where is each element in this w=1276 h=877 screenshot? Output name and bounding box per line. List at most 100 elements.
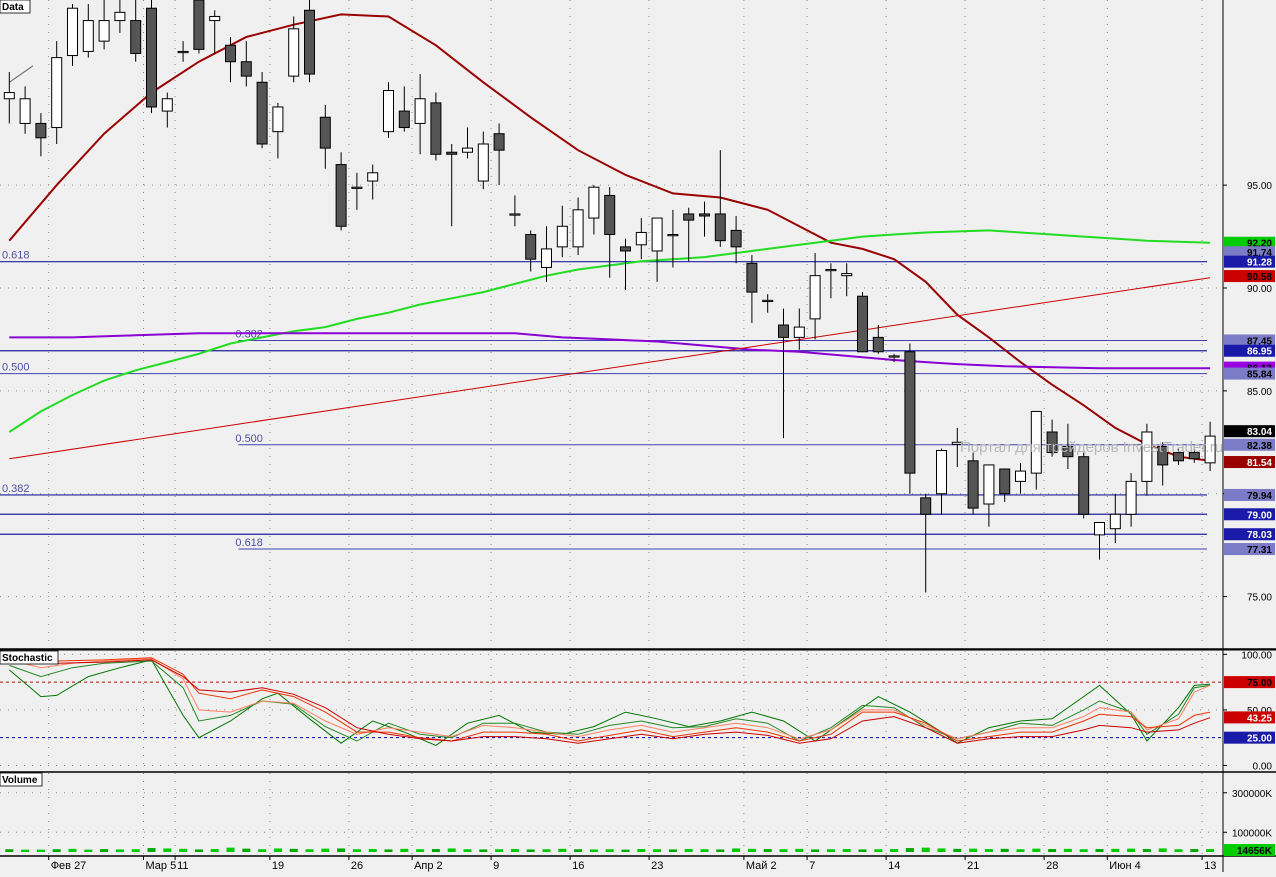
volume-bar [969,848,978,852]
candle-body [462,147,473,153]
candle-body [209,15,221,22]
volume-bar [163,848,172,852]
candle-body [304,9,315,75]
candle-body [746,262,758,293]
x-axis-label: 11 [177,860,188,872]
volume-bar [289,848,298,852]
stochastic-line [9,657,1211,742]
price-tag-bg [1224,456,1275,469]
candle-body [936,450,947,495]
price-tag: 87.45 [1247,336,1272,347]
price-tag: 79.94 [1247,491,1272,502]
volume-bar [874,849,883,852]
candle-body [825,268,837,272]
price-tag: 82.38 [1247,441,1272,452]
candle-body [888,355,900,358]
series-line [9,332,1211,370]
candle-body [398,110,410,129]
volume-bar [147,848,156,852]
price-tag-bg [1224,425,1275,438]
volume-bar [558,848,567,852]
volume-bar [653,849,662,852]
volume-bar [890,849,899,852]
volume-bar [52,849,61,852]
candle-body [699,213,710,217]
volume-bar [984,849,993,852]
price-tag: 85.84 [1247,370,1272,381]
candle-body [1188,452,1200,460]
price-axis-label: 95.00 [1247,181,1272,192]
series-line [8,229,1211,433]
volume-bar [1111,848,1120,852]
volume-bar [684,849,693,852]
volume-bar [131,849,140,852]
volume-bar [589,849,598,852]
candle-body [635,231,647,246]
volume-tag: 14656K [1237,846,1273,857]
x-axis-label: 19 [272,860,284,872]
price-tag-bg [1224,236,1275,249]
candle-body [762,299,774,303]
volume-bar [242,848,251,852]
candle-body [67,7,78,57]
candle-body [1062,445,1074,458]
series-line [9,65,34,83]
candle-body [35,122,47,139]
volume-bar [716,849,725,852]
candle-body [193,0,205,50]
candle-body [146,7,157,108]
volume-bar [1016,849,1025,852]
volume-bar [416,849,425,852]
candle-body [967,460,979,509]
volume-bar [542,849,551,852]
volume-bar [495,849,504,852]
series-line [9,277,1211,460]
panel-label-price: Data [2,2,24,13]
price-tag-bg [1224,488,1275,501]
candle-body [430,102,442,155]
volume-bar [194,849,203,852]
fib-level-label: 0.382 [2,483,30,495]
stochastic-tag-bg [1224,731,1275,744]
candle-body [319,116,331,149]
volume-bar [305,849,314,852]
volume-bar [463,849,472,852]
volume-bar [479,849,488,852]
candle-body [493,133,505,151]
x-axis-label: 16 [572,860,584,872]
volume-bar [574,849,583,852]
volume-bar [510,849,519,852]
stochastic-line [8,659,1211,746]
volume-bar [1174,849,1183,852]
candle-body [161,98,173,112]
candle-body [620,246,631,252]
candle-body [872,336,884,353]
price-tag: 91.28 [1247,258,1272,269]
price-axis-label: 90.00 [1247,284,1272,295]
volume-bar [763,849,772,852]
x-axis-label: 26 [351,860,363,872]
volume-bar [368,849,377,852]
x-axis-label: 21 [967,860,979,872]
volume-bar [5,849,14,852]
candle-body [983,464,995,505]
candle-body [556,225,568,248]
fib-level-label: 0.618 [2,250,30,262]
volume-bar [337,848,346,852]
x-axis-label: Фев 27 [51,860,87,872]
volume-bar [226,847,235,852]
volume-bar [732,848,741,852]
volume-bar [258,849,267,852]
candle-body [1094,522,1105,536]
candle-body [240,61,252,77]
volume-bar [115,849,124,852]
candle-body [3,92,15,100]
stochastic-line [9,659,1211,744]
price-tag-bg [1224,270,1275,283]
price-tag-bg [1224,508,1275,521]
panel-label-stochastic: Stochastic [2,653,53,664]
price-tag-bg [1224,344,1275,357]
volume-bar [1048,849,1057,852]
candle-body [778,324,789,338]
